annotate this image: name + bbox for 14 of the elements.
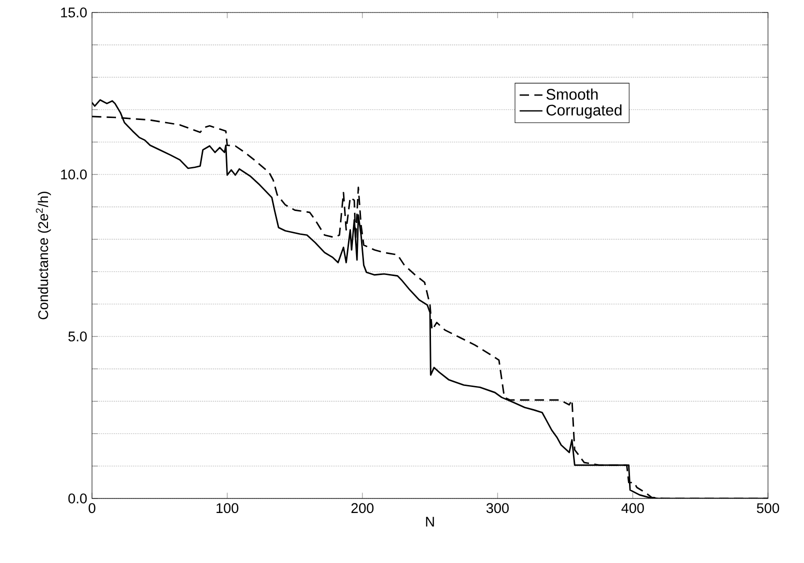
x-tick-label: 400 bbox=[621, 503, 644, 514]
x-tick-label: 0 bbox=[88, 503, 96, 514]
y-tick-label: 10.0 bbox=[61, 170, 87, 180]
x-tick-label: 200 bbox=[351, 503, 374, 514]
legend-label: Corrugated bbox=[546, 104, 622, 119]
legend-label: Smooth bbox=[546, 88, 598, 100]
y-tick-label: 15.0 bbox=[61, 8, 87, 18]
x-axis-title: N bbox=[426, 516, 434, 527]
y-axis-title: Conductance (2e$^{2}$/h) bbox=[36, 192, 51, 320]
y-tick-label: 5.0 bbox=[68, 332, 87, 342]
y-tick-label: 0.0 bbox=[68, 494, 87, 504]
x-tick-label: 100 bbox=[216, 503, 238, 514]
x-tick-label: 300 bbox=[486, 503, 509, 514]
x-tick-label: 500 bbox=[756, 503, 780, 514]
